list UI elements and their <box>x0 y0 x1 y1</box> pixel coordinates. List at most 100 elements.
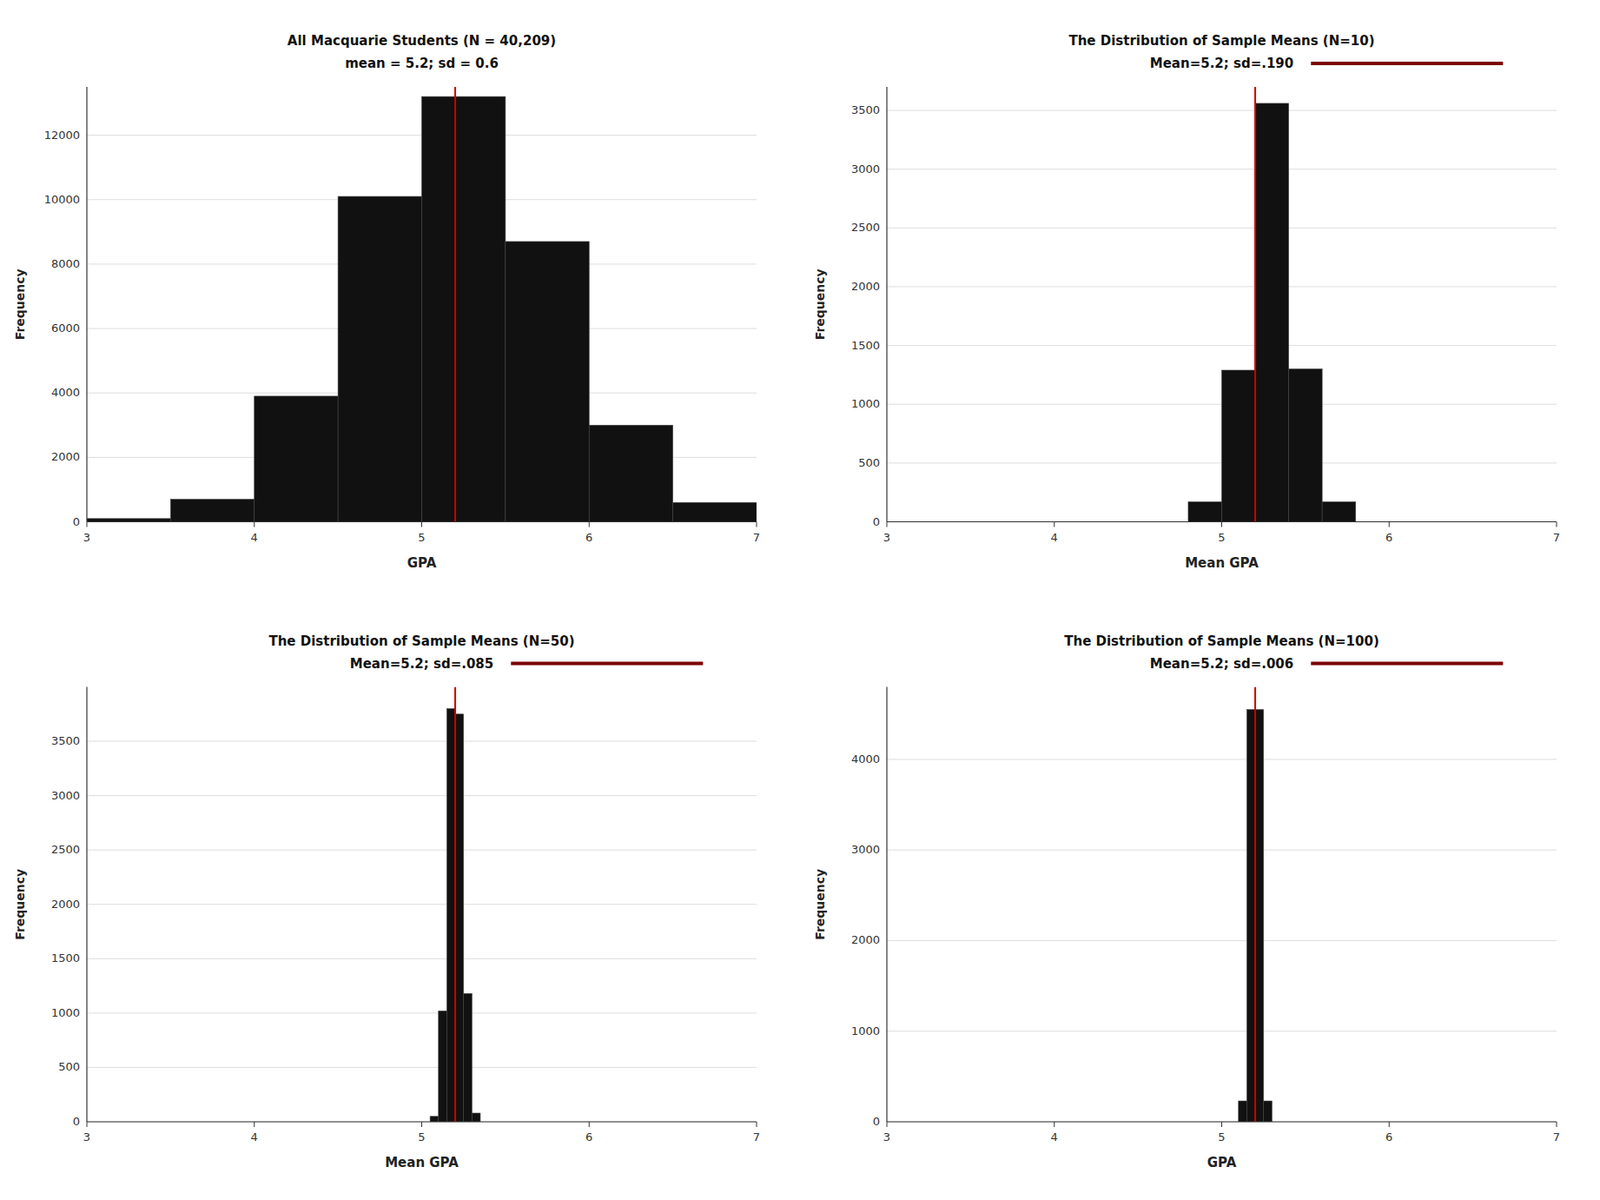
bar <box>429 1116 439 1122</box>
x-axis-label: Mean GPA <box>1184 555 1259 571</box>
y-axis <box>885 86 887 523</box>
subtitle: mean = 5.2; sd = 0.6 <box>344 55 499 72</box>
y-tick-label: 2000 <box>51 897 80 911</box>
x-tick <box>421 522 423 528</box>
y-tick-label: 8000 <box>51 257 80 271</box>
y-axis-label: Frequency <box>13 268 27 340</box>
x-tick <box>86 1121 88 1127</box>
bar <box>1322 502 1356 523</box>
x-tick-label: 6 <box>1385 1130 1393 1144</box>
plot-area <box>1188 86 1356 523</box>
x-tick <box>1221 1121 1223 1127</box>
grid-line <box>86 958 757 959</box>
x-tick <box>756 522 758 528</box>
x-tick <box>886 522 888 528</box>
plot-area <box>429 687 481 1123</box>
grid-line <box>86 1011 757 1013</box>
x-tick <box>253 1121 255 1127</box>
x-tick <box>1221 522 1223 528</box>
y-tick-label: 1000 <box>51 1005 80 1019</box>
mean-line <box>1254 687 1257 1123</box>
x-tick-label: 6 <box>585 530 593 544</box>
subtitle: Mean=5.2; sd=.085 <box>350 655 495 672</box>
x-tick-label: 4 <box>1051 1130 1058 1144</box>
y-tick-label: 2000 <box>851 279 880 293</box>
x-tick-label: 7 <box>1553 530 1561 544</box>
figure: 02000400060008000100001200034567GPAFrequ… <box>0 0 1600 1200</box>
grid-line <box>886 227 1557 229</box>
grid-line <box>86 1066 757 1068</box>
bar <box>471 1112 481 1122</box>
x-tick-label: 6 <box>585 1130 593 1144</box>
y-tick-label: 3500 <box>51 733 80 748</box>
title: The Distribution of Sample Means (N=50) <box>268 633 575 649</box>
x-tick-label: 7 <box>753 530 761 544</box>
mean-line <box>454 86 457 523</box>
y-tick-label: 0 <box>872 515 880 529</box>
plot-area <box>1238 687 1273 1123</box>
panel: 050010001500200025003000350034567Mean GP… <box>813 33 1561 571</box>
y-tick-label: 3000 <box>51 788 80 802</box>
y-axis-label: Frequency <box>13 868 27 940</box>
grid-line <box>886 285 1557 287</box>
subtitle: Mean=5.2; sd=.190 <box>1150 55 1295 72</box>
grid-line <box>886 758 1557 760</box>
bar <box>463 992 473 1122</box>
y-tick-label: 4000 <box>851 752 880 766</box>
y-tick-label: 3000 <box>851 162 880 176</box>
subtitle: Mean=5.2; sd=.006 <box>1150 655 1295 672</box>
y-tick-label: 12000 <box>44 128 80 142</box>
y-tick-label: 1000 <box>851 396 880 410</box>
title: The Distribution of Sample Means (N=100) <box>1064 633 1380 649</box>
bar <box>1289 369 1323 523</box>
x-tick-label: 6 <box>1385 530 1393 544</box>
plot-area <box>86 86 757 523</box>
y-tick-label: 1000 <box>851 1024 880 1038</box>
grid-line <box>86 740 757 742</box>
bar <box>170 499 254 523</box>
x-tick <box>1388 522 1390 528</box>
bar <box>254 396 338 523</box>
x-axis-label: Mean GPA <box>384 1154 459 1171</box>
subtitle-line <box>510 661 703 666</box>
mean-line <box>454 687 457 1123</box>
y-tick-label: 500 <box>858 456 880 470</box>
subtitle-line <box>1310 661 1503 666</box>
x-tick-label: 3 <box>83 530 91 544</box>
bar <box>1263 1100 1273 1122</box>
x-tick <box>1053 1121 1055 1127</box>
x-tick <box>1556 1121 1558 1127</box>
title: The Distribution of Sample Means (N=10) <box>1068 33 1375 49</box>
y-axis <box>85 86 87 523</box>
y-tick-label: 10000 <box>44 192 80 206</box>
background <box>0 0 1600 1200</box>
x-tick-label: 3 <box>883 530 891 544</box>
x-tick-label: 7 <box>1553 1130 1561 1144</box>
y-tick-label: 0 <box>72 515 80 529</box>
bar <box>588 424 673 522</box>
y-tick-label: 1500 <box>51 951 80 965</box>
grid-line <box>886 849 1557 851</box>
y-tick-label: 2000 <box>851 932 880 946</box>
grid-line <box>886 168 1557 170</box>
bar <box>455 714 464 1122</box>
x-tick-label: 4 <box>251 1130 258 1144</box>
grid-line <box>86 794 757 796</box>
subtitle-line <box>1310 61 1503 66</box>
grid-line <box>886 939 1557 941</box>
x-tick-label: 3 <box>883 1130 891 1144</box>
bar <box>1255 103 1290 523</box>
bar <box>1222 370 1257 522</box>
y-axis-label: Frequency <box>813 268 827 340</box>
bar <box>422 96 506 522</box>
y-axis <box>85 687 87 1123</box>
x-tick-label: 5 <box>1217 1130 1225 1144</box>
x-tick-label: 5 <box>1217 530 1225 544</box>
x-axis-label: GPA <box>1207 1154 1237 1171</box>
mean-line <box>1254 86 1257 523</box>
x-tick-label: 7 <box>753 1130 761 1144</box>
y-tick-label: 0 <box>872 1114 880 1128</box>
x-tick <box>1388 1121 1390 1127</box>
x-tick <box>756 1121 758 1127</box>
x-tick-label: 5 <box>417 530 425 544</box>
